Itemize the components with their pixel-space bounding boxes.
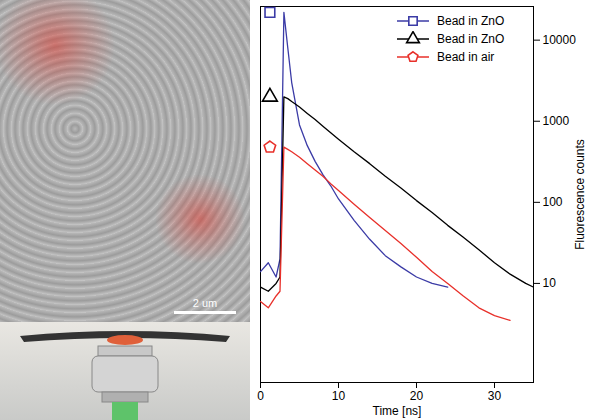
html-text:Bead in air: Bead in air xyxy=(437,50,495,64)
svg-text:Time [ns]: Time [ns] xyxy=(373,404,422,418)
svg-text:10000: 10000 xyxy=(543,33,577,47)
svg-text:1000: 1000 xyxy=(543,114,570,128)
svg-text:Fluorescence counts: Fluorescence counts xyxy=(573,139,587,250)
svg-text:10: 10 xyxy=(332,389,346,403)
html-text:2 um: 2 um xyxy=(192,297,218,309)
svg-text:30: 30 xyxy=(488,389,502,403)
html-text:Bead in ZnO: Bead in ZnO xyxy=(437,32,505,46)
svg-text:0: 0 xyxy=(257,389,264,403)
html-text:Bead in ZnO: Bead in ZnO xyxy=(437,14,505,28)
svg-text:100: 100 xyxy=(543,195,563,209)
svg-text:10: 10 xyxy=(543,276,557,290)
svg-text:20: 20 xyxy=(410,389,424,403)
